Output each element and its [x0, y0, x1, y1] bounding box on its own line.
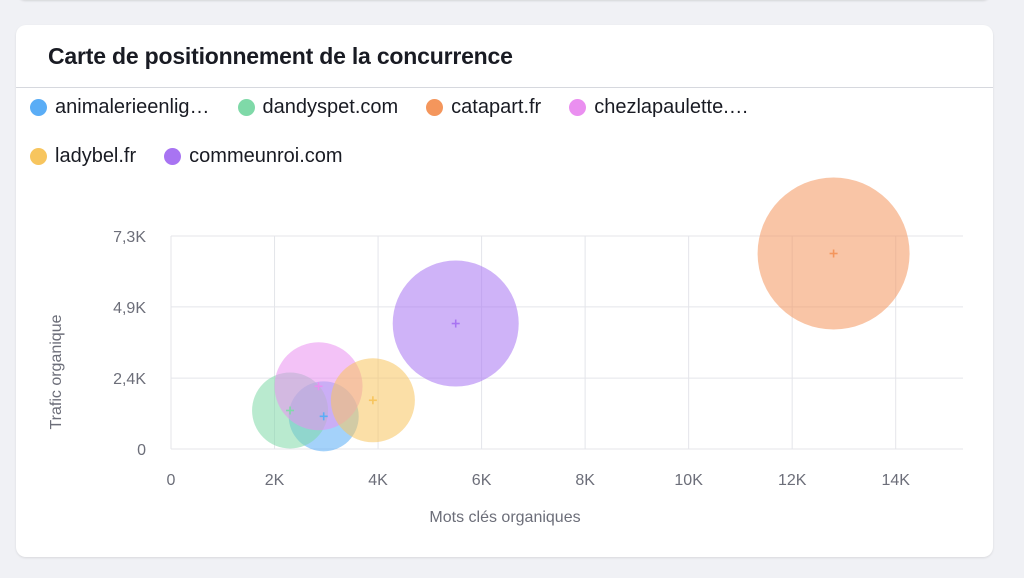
- card-header: Carte de positionnement de la concurrenc…: [16, 25, 993, 88]
- legend-item-chezlapaulette[interactable]: chezlapaulette.…: [569, 96, 749, 119]
- x-tick-label: 0: [167, 472, 176, 489]
- x-tick-label: 12K: [778, 472, 807, 489]
- legend-item-dandyspet[interactable]: dandyspet.com: [237, 95, 399, 119]
- x-tick-label: 2K: [265, 472, 285, 489]
- x-axis-title: Mots clés organiques: [429, 509, 580, 526]
- x-tick-label: 10K: [674, 472, 703, 489]
- legend-dot: [30, 147, 47, 165]
- y-axis-title: Trafic organique: [48, 314, 65, 429]
- legend-item-animalerieenligne[interactable]: animalerieenlig…: [30, 96, 210, 119]
- legend-label: catapart.fr: [451, 95, 542, 118]
- y-tick-label: 2,4K: [113, 371, 146, 388]
- y-tick-label: 7,3K: [113, 229, 146, 246]
- legend-dot: [569, 98, 587, 116]
- legend-label: ladybel.fr: [55, 144, 137, 167]
- x-tick-label: 14K: [881, 472, 910, 489]
- legend-dot: [237, 98, 255, 116]
- x-tick-label: 6K: [472, 472, 492, 489]
- y-tick-label: 0: [137, 442, 146, 459]
- legend-item-ladybel[interactable]: ladybel.fr: [30, 145, 136, 168]
- legend-label: commeunroi.com: [189, 144, 343, 167]
- card-title: Carte de positionnement de la concurrenc…: [48, 42, 513, 69]
- x-tick-label: 4K: [368, 472, 388, 489]
- legend-dot: [164, 147, 182, 165]
- chart-legend: animalerieenlig… dandyspet.com catapart.…: [30, 94, 930, 192]
- legend-dot: [426, 98, 444, 116]
- y-tick-label: 4,9K: [113, 300, 146, 317]
- legend-label: animalerieenlig…: [55, 95, 210, 118]
- legend-dot: [30, 98, 47, 116]
- legend-item-commeunroi[interactable]: commeunroi.com: [164, 144, 343, 168]
- legend-row: ladybel.fr commeunroi.com: [30, 143, 930, 169]
- legend-label: chezlapaulette.…: [594, 95, 749, 118]
- legend-label: dandyspet.com: [262, 95, 399, 118]
- legend-row: animalerieenlig… dandyspet.com catapart.…: [30, 94, 930, 120]
- legend-item-catapart[interactable]: catapart.fr: [426, 96, 541, 119]
- x-tick-label: 8K: [575, 472, 595, 489]
